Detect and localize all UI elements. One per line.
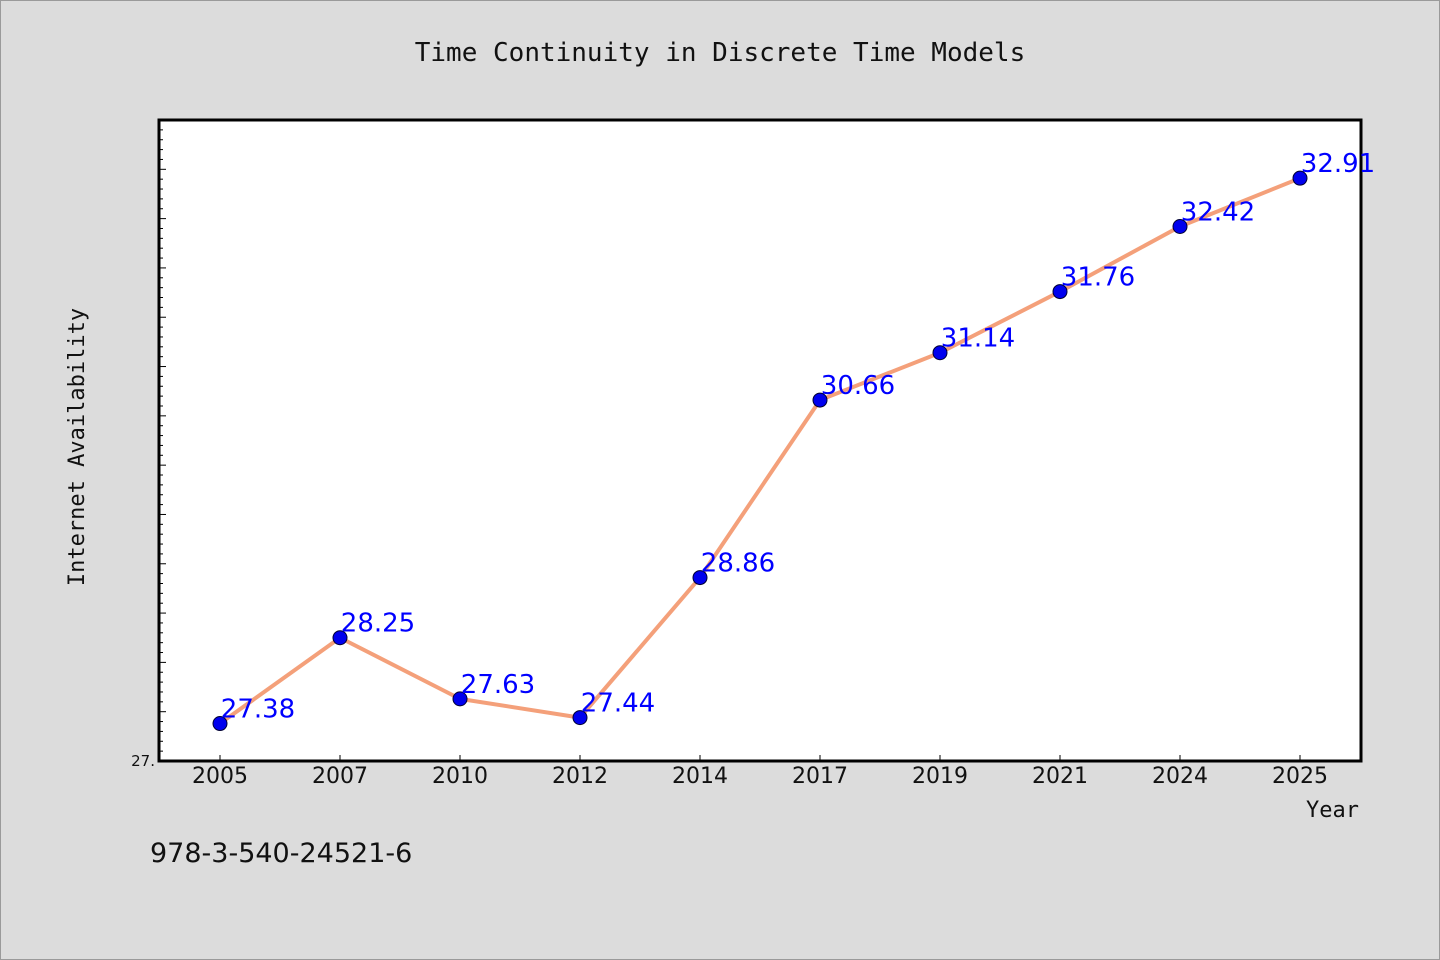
chart-title: Time Continuity in Discrete Time Models — [415, 38, 1025, 68]
data-label: 30.66 — [821, 371, 895, 401]
series-line — [218, 176, 1302, 726]
y-axis-label: Internet Availability — [65, 308, 90, 586]
plot-area — [157, 118, 1363, 763]
data-point — [692, 570, 708, 586]
x-tick-label: 2007 — [312, 764, 368, 789]
x-tick-label: 2014 — [672, 764, 728, 789]
data-point — [1172, 219, 1188, 235]
x-tick-label: 2017 — [792, 764, 848, 789]
x-axis-ticks: 2005 2007 2010 2012 2014 2017 2019 2021 2024 2025 — [192, 755, 1328, 789]
data-label: 28.86 — [701, 549, 775, 579]
data-point — [1052, 284, 1068, 300]
data-point — [1292, 170, 1308, 186]
x-tick-label: 2021 — [1032, 764, 1088, 789]
data-label: 27.44 — [581, 689, 655, 719]
data-markers — [212, 170, 1308, 732]
data-label: 32.42 — [1181, 198, 1255, 228]
data-point — [932, 345, 948, 361]
data-point — [212, 716, 228, 732]
x-axis-label: Year — [1306, 798, 1359, 823]
x-tick-label: 2025 — [1272, 764, 1328, 789]
x-tick-label: 2012 — [552, 764, 608, 789]
data-labels: 27.38 28.25 27.63 27.44 28.86 30.66 31.14 31.76… — [221, 149, 1375, 724]
data-point — [452, 691, 468, 707]
data-label: 31.14 — [941, 324, 1015, 354]
x-tick-label: 2005 — [192, 764, 248, 789]
isbn-footer: 978-3-540-24521-6 — [150, 838, 412, 869]
series-line-group — [218, 176, 1302, 726]
y-tick-label: 27. — [131, 752, 155, 770]
data-label: 27.38 — [221, 695, 295, 725]
data-label: 27.63 — [461, 670, 535, 700]
x-tick-label: 2019 — [912, 764, 968, 789]
y-axis-ticks — [159, 119, 166, 762]
data-point — [332, 630, 348, 646]
x-tick-label: 2024 — [1152, 764, 1208, 789]
data-point — [572, 710, 588, 726]
data-label: 31.76 — [1061, 263, 1135, 293]
data-label: 28.25 — [341, 609, 415, 639]
data-label: 32.91 — [1301, 149, 1375, 179]
x-tick-label: 2010 — [432, 764, 488, 789]
data-point — [812, 392, 828, 408]
